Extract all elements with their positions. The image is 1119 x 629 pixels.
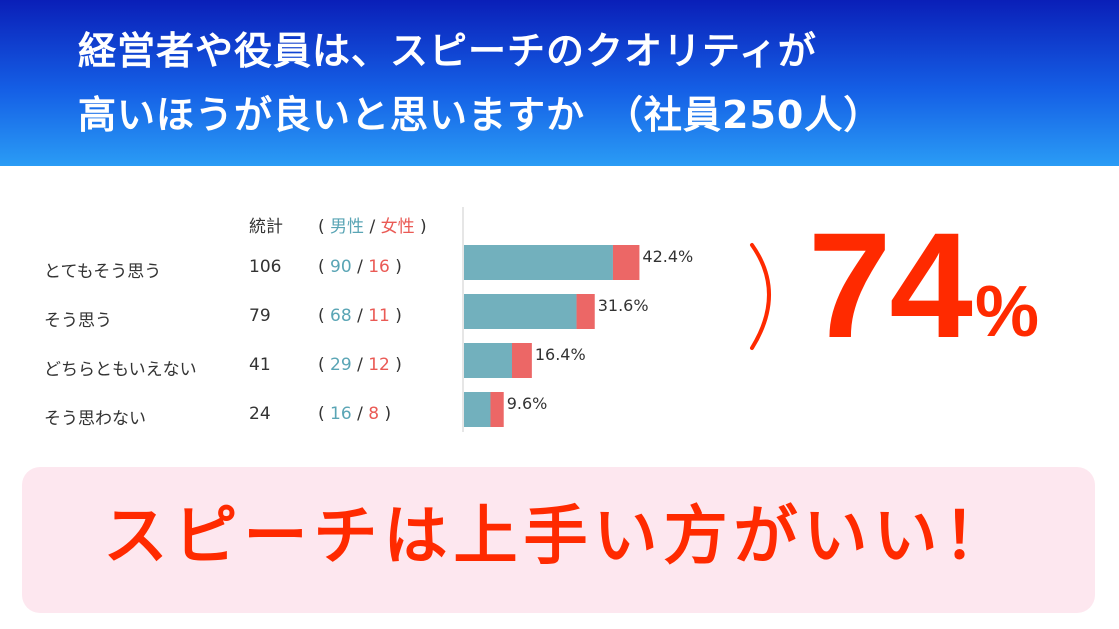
title-line-1: 経営者や役員は、スピーチのクオリティが <box>78 29 817 73</box>
bar-female <box>576 294 595 329</box>
bar-female <box>490 392 504 427</box>
bar-data-label: 16.4% <box>535 345 586 364</box>
gender-column-header: ( 男性 / 女性 ) <box>318 212 427 237</box>
bar-male <box>464 294 577 329</box>
close-paren: ) <box>420 217 427 237</box>
bar-male <box>464 343 512 378</box>
row-split: ( 68 / 11 ) <box>318 306 402 326</box>
bar-male <box>464 392 491 427</box>
male-count: 68 <box>330 306 352 326</box>
open-paren: ( <box>318 217 325 237</box>
row-split: ( 90 / 16 ) <box>318 257 402 277</box>
bar-data-label: 42.4% <box>642 247 693 266</box>
bar-female <box>612 245 640 280</box>
bar-data-label: 31.6% <box>598 296 649 315</box>
female-count: 11 <box>368 306 390 326</box>
bar-female <box>511 343 532 378</box>
header-banner: 経営者や役員は、スピーチのクオリティが 高いほうが良いと思いますか （社員250… <box>0 0 1119 166</box>
bar-chart: 42.4% 31.6% 16.4% 9.6% <box>462 207 771 432</box>
bracket-icon <box>750 243 771 350</box>
row-label: そう思う <box>44 311 112 331</box>
callout-number: 74 <box>808 201 973 369</box>
bar-data-label: 9.6% <box>507 394 548 413</box>
conclusion-text: スピーチは上手い方がいい！ <box>103 500 1014 574</box>
male-header: 男性 <box>330 217 365 237</box>
callout-unit: % <box>975 272 1040 352</box>
female-count: 16 <box>368 257 390 277</box>
row-label: どちらともいえない <box>44 360 197 380</box>
row-split: ( 29 / 12 ) <box>318 355 402 375</box>
male-count: 29 <box>330 355 352 375</box>
male-count: 90 <box>330 257 352 277</box>
bar-male <box>464 245 613 280</box>
male-count: 16 <box>330 404 352 424</box>
slash: / <box>369 217 376 237</box>
female-count: 12 <box>368 355 390 375</box>
row-total: 41 <box>249 355 271 375</box>
row-label: そう思わない <box>44 409 146 429</box>
total-column-header: 統計 <box>249 217 283 237</box>
row-total: 24 <box>249 404 271 424</box>
row-total: 79 <box>249 306 271 326</box>
female-header: 女性 <box>380 217 415 237</box>
female-count: 8 <box>368 404 380 424</box>
title-line-2: 高いほうが良いと思いますか （社員250人） <box>78 93 883 137</box>
row-label: とてもそう思う <box>44 262 162 282</box>
conclusion-banner: スピーチは上手い方がいい！ <box>22 467 1095 613</box>
row-total: 106 <box>249 257 282 277</box>
row-split: ( 16 / 8 ) <box>318 404 392 424</box>
bar-group: 42.4% 31.6% 16.4% 9.6% <box>464 245 693 427</box>
